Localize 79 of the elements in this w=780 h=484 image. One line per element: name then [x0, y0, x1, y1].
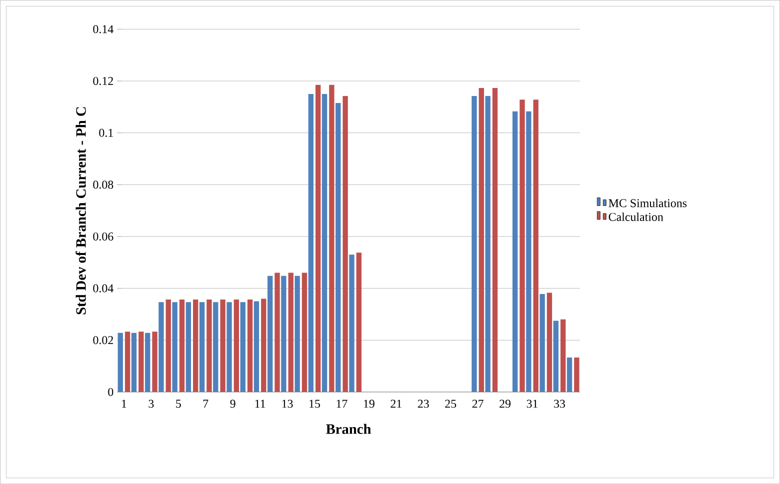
- y-tick-label: 0.04: [93, 284, 114, 292]
- bar: [302, 272, 308, 392]
- bar: [172, 302, 178, 392]
- bar: [166, 299, 171, 392]
- bar: [533, 100, 538, 392]
- bar: [546, 292, 552, 392]
- bar: [315, 84, 321, 392]
- y-tick-label: 0.06: [93, 232, 114, 240]
- bar: [322, 94, 328, 392]
- bar: [512, 111, 518, 392]
- bar: [356, 252, 362, 392]
- x-tick-label: 17: [336, 400, 348, 408]
- bar: [560, 319, 566, 392]
- bar: [118, 332, 123, 392]
- bar: [574, 357, 580, 392]
- x-axis-title: Branch: [326, 424, 372, 434]
- bar: [213, 302, 218, 392]
- x-tick-label: 5: [176, 400, 181, 408]
- x-tick-label: 13: [282, 400, 293, 408]
- x-tick-label: 9: [230, 400, 236, 408]
- bar: [193, 299, 198, 392]
- bar: [158, 302, 164, 392]
- bar: [472, 96, 477, 392]
- x-tick-label: 33: [554, 400, 565, 408]
- bar: [281, 276, 286, 392]
- bar: [152, 332, 158, 392]
- bar: [145, 332, 150, 392]
- x-tick-label: 21: [390, 400, 402, 408]
- x-tick-label: 23: [418, 400, 429, 408]
- x-tick-label: 27: [472, 400, 484, 408]
- x-tick-label: 11: [255, 400, 266, 408]
- y-axis-title: Std Dev of Branch Current - Ph C: [76, 107, 86, 314]
- bar: [240, 302, 246, 392]
- x-tick-label: 29: [500, 400, 511, 408]
- bar: [206, 299, 212, 392]
- bar: [131, 332, 137, 392]
- y-tick-label: 0.08: [93, 180, 114, 189]
- bar: [261, 298, 266, 392]
- bar: [288, 272, 294, 392]
- x-tick-label: 19: [364, 400, 374, 408]
- bar: [308, 94, 314, 392]
- bar: [267, 276, 273, 392]
- bar: [349, 254, 354, 392]
- x-tick-label: 15: [310, 400, 320, 408]
- bar: [492, 88, 498, 392]
- y-tick-label: 0: [108, 388, 114, 396]
- x-tick-label: 1: [122, 400, 126, 408]
- bar: [226, 302, 232, 392]
- y-tick-label: 0.14: [93, 25, 114, 34]
- bar: [254, 301, 260, 392]
- bar: [138, 332, 144, 392]
- bar: [485, 96, 490, 392]
- bar: [294, 276, 300, 392]
- bar: [124, 332, 130, 392]
- x-tick-label: 25: [445, 400, 456, 408]
- x-tick-label: 31: [526, 400, 538, 408]
- bar: [540, 294, 545, 392]
- y-tick-label: 0.1: [99, 128, 113, 137]
- bar: [526, 111, 532, 392]
- legend-label: MC Simulations: [608, 198, 687, 208]
- bar: [274, 272, 280, 392]
- x-tick-label: 3: [148, 400, 154, 408]
- bar: [342, 96, 348, 392]
- bar: [520, 100, 525, 392]
- y-tick-label: 0.02: [93, 336, 113, 344]
- bar: [179, 299, 185, 392]
- bar: [329, 84, 334, 392]
- bar: [220, 299, 226, 392]
- bar: [478, 88, 484, 392]
- bar: [336, 102, 341, 392]
- x-tick-label: 7: [203, 400, 208, 408]
- bar: [247, 299, 253, 392]
- bar: [234, 299, 240, 392]
- bar: [186, 302, 192, 392]
- bar: [199, 302, 205, 392]
- legend-label: Calculation: [608, 212, 664, 221]
- y-tick-label: 0.12: [93, 76, 113, 86]
- bar: [566, 357, 572, 392]
- bar: [553, 320, 558, 392]
